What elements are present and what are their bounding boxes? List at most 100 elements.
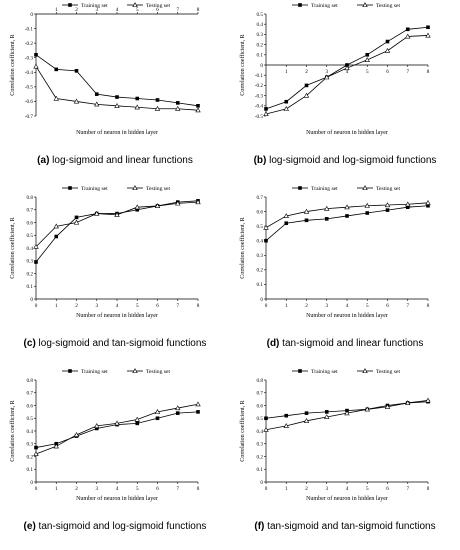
chart-panel-e: 0 0.1 0.2 0.3 0.4 0.5 0.6 0.7 0.8 0 1 2 3 4 5 6 7 8 Number… [0, 366, 230, 549]
data-point-testing [283, 106, 289, 111]
x-tick-label: 5 [366, 69, 369, 75]
x-axis-label: Number of neuron in hidden layer [306, 495, 388, 502]
chart-panel-b: 0.5 0.4 0.3 0.2 0.1 0 -0.1 -0.2 -0.3 -0.4 -0.5 1 2 3 4… [230, 0, 460, 183]
data-point-training [54, 234, 59, 239]
y-tick-label: 0.1 [27, 284, 34, 290]
x-tick-label: 6 [386, 69, 389, 75]
y-tick-label: -0.3 [255, 93, 264, 99]
data-point-training [54, 67, 59, 72]
data-point-training [385, 208, 390, 212]
x-tick-label: 6 [156, 7, 159, 13]
caption-letter: (f) [254, 521, 265, 532]
data-point-training [74, 69, 79, 73]
data-point-training [135, 96, 140, 101]
y-tick-label: 0.5 [257, 416, 264, 422]
y-tick-label: 0 [260, 63, 263, 69]
x-tick-label: 1 [55, 7, 58, 13]
data-point-testing [94, 101, 100, 107]
legend-label-training: Training set [81, 186, 108, 192]
x-tick-label: 4 [346, 303, 349, 309]
x-tick-label: 6 [386, 486, 389, 492]
y-axis-label: Correlation coefficient, R [239, 400, 246, 461]
data-point-training [196, 410, 200, 414]
x-tick-label: 7 [176, 7, 179, 13]
data-point-testing [384, 47, 391, 53]
x-tick-label: 5 [136, 303, 139, 309]
caption-letter: (a) [37, 155, 50, 166]
data-point-training [264, 107, 268, 111]
x-tick-label: 7 [406, 69, 409, 75]
data-point-training [155, 98, 160, 102]
data-point-training [115, 95, 119, 99]
caption-text: log-sigmoid and log-sigmoid functions [266, 155, 437, 166]
legend-label-training: Training set [311, 3, 338, 9]
x-tick-label: 3 [325, 303, 328, 309]
x-tick-label: 3 [95, 303, 98, 309]
y-tick-label: 0.6 [257, 403, 264, 409]
x-tick-label: 5 [366, 303, 369, 309]
data-point-training [74, 215, 79, 220]
y-tick-label: -0.4 [255, 104, 264, 110]
x-tick-label: 2 [75, 303, 78, 309]
chart-panel-a: 0 -0.1 -0.2 -0.3 -0.4 -0.5 -0.6 -0.7 1 2 3 4 5 6 7 8 Num… [0, 0, 230, 183]
y-tick-label: 0 [30, 12, 33, 18]
x-axis-label: Number of neuron in hidden layer [76, 312, 158, 319]
data-point-training [284, 221, 289, 226]
chart-b: 0.5 0.4 0.3 0.2 0.1 0 -0.1 -0.2 -0.3 -0.4 -0.5 1 2 3 4… [239, 2, 431, 136]
data-point-testing [195, 401, 201, 407]
legend-marker-training [68, 3, 72, 7]
data-point-training [365, 53, 370, 57]
y-tick-label: 0.5 [257, 224, 264, 230]
legend-marker-training [298, 369, 302, 373]
y-tick-label: 0.3 [257, 253, 264, 259]
data-point-testing [344, 65, 350, 71]
x-tick-label: 4 [346, 486, 349, 492]
x-tick-label: 4 [116, 303, 119, 309]
series-line-training [35, 200, 199, 263]
data-point-training [175, 411, 180, 415]
y-tick-label: 0.8 [27, 378, 34, 384]
x-tick-label: 1 [285, 69, 288, 75]
data-point-testing [303, 208, 310, 214]
data-point-testing [53, 95, 59, 101]
y-tick-label: 0.2 [27, 454, 34, 460]
data-point-training [284, 413, 289, 418]
data-point-testing [384, 403, 391, 409]
y-tick-label: -0.5 [255, 114, 264, 120]
y-tick-label: -0.3 [25, 56, 34, 62]
x-tick-label: 1 [55, 303, 58, 309]
x-tick-label: 0 [35, 303, 38, 309]
chart-a: 0 -0.1 -0.2 -0.3 -0.4 -0.5 -0.6 -0.7 1 2 3 4 5 6 7 8 Num… [9, 2, 201, 136]
data-point-training [34, 445, 38, 450]
data-point-testing [154, 105, 161, 111]
data-point-training [264, 416, 268, 421]
data-point-testing [425, 200, 431, 205]
data-point-testing [53, 443, 59, 449]
data-point-training [304, 411, 309, 415]
legend-label-training: Training set [311, 369, 338, 375]
y-tick-label: 0.3 [27, 442, 34, 448]
y-tick-label: 0.1 [257, 467, 264, 473]
x-tick-label: 3 [95, 7, 98, 13]
data-point-training [365, 211, 370, 215]
data-point-training [135, 421, 140, 426]
data-point-testing [364, 57, 370, 62]
data-point-training [304, 218, 309, 223]
y-tick-label: 0.1 [27, 467, 34, 473]
legend-marker-testing [362, 368, 368, 374]
data-point-testing [73, 432, 80, 437]
data-point-testing [114, 420, 120, 426]
y-tick-label: 0.6 [27, 220, 34, 226]
y-axis-label: Correlation coefficient, R [239, 217, 246, 278]
data-point-testing [134, 104, 140, 110]
data-point-testing [384, 202, 391, 208]
x-tick-label: 5 [366, 486, 369, 492]
data-point-testing [175, 200, 181, 206]
series-line-training [265, 205, 429, 242]
data-point-testing [154, 203, 161, 208]
caption-d: (d) tan-sigmoid and linear functions [230, 338, 460, 350]
x-tick-label: 8 [427, 303, 430, 309]
data-point-training [196, 104, 200, 108]
data-point-testing [364, 406, 370, 412]
caption-letter: (b) [253, 155, 267, 166]
